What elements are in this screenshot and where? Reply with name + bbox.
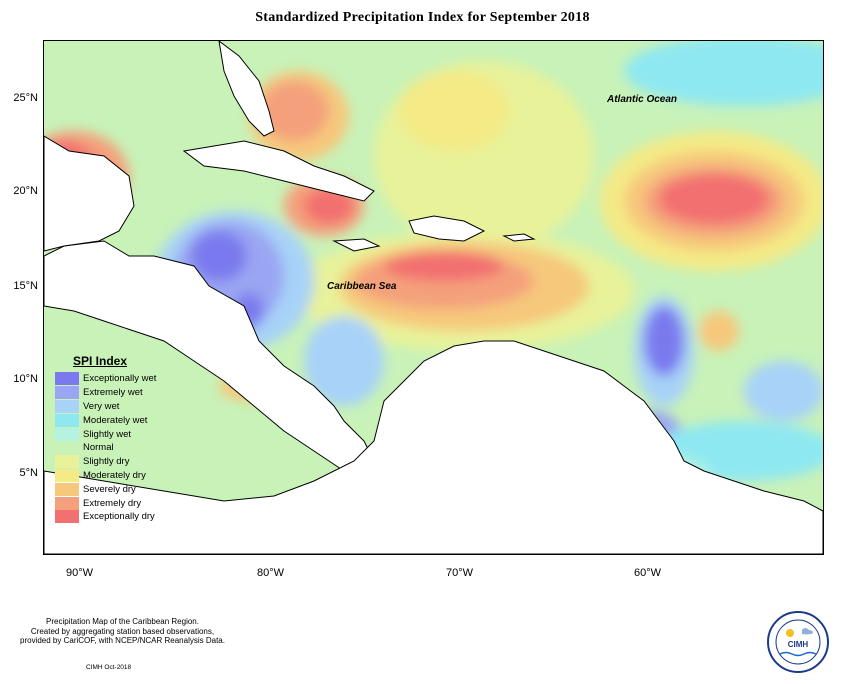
legend-item: Slightly wet bbox=[55, 427, 185, 441]
legend-item: Extremely dry bbox=[55, 496, 185, 510]
spi-map-canvas bbox=[44, 41, 823, 554]
legend-item: Severely dry bbox=[55, 482, 185, 496]
legend-item: Extremely wet bbox=[55, 386, 185, 400]
atlantic-ocean-label: Atlantic Ocean bbox=[607, 94, 678, 105]
footer-line-1: Precipitation Map of the Caribbean Regio… bbox=[46, 617, 199, 626]
legend-label: Slightly wet bbox=[83, 428, 132, 440]
legend-label: Severely dry bbox=[83, 483, 136, 495]
legend-swatch bbox=[55, 468, 79, 482]
legend-label: Exceptionally wet bbox=[83, 373, 157, 385]
legend-label: Extremely dry bbox=[83, 497, 142, 509]
legend-swatch bbox=[55, 427, 79, 441]
legend-swatch bbox=[55, 482, 79, 496]
legend-item: Moderately wet bbox=[55, 413, 185, 427]
footer-line-2: Created by aggregating station based obs… bbox=[30, 626, 215, 636]
legend-swatch bbox=[55, 413, 79, 427]
legend-swatch bbox=[55, 399, 79, 413]
caribbean-sea-label: Caribbean Sea bbox=[327, 281, 397, 292]
legend-label: Moderately dry bbox=[83, 469, 146, 481]
legend-item: Slightly dry bbox=[55, 455, 185, 469]
spi-map: Atlantic Ocean Caribbean Sea bbox=[43, 40, 824, 555]
sun-icon bbox=[786, 629, 794, 637]
legend-item: Exceptionally wet bbox=[55, 372, 185, 386]
legend-swatch bbox=[55, 386, 79, 400]
legend-label: Normal bbox=[83, 442, 114, 454]
legend-swatch bbox=[55, 372, 79, 386]
lon-tick-70: 70°W bbox=[446, 567, 474, 579]
lat-tick-15: 15°N bbox=[13, 280, 38, 292]
legend-label: Moderately wet bbox=[83, 414, 148, 426]
legend-label: Slightly dry bbox=[83, 456, 130, 468]
lon-tick-90: 90°W bbox=[66, 567, 94, 579]
legend-item: Normal bbox=[55, 441, 185, 455]
legend-title: SPI Index bbox=[73, 354, 128, 368]
spi-legend: SPI Index Exceptionally wet Extremely wet… bbox=[55, 354, 185, 524]
footer-line-3: provided by CariCOF, with NCEP/NCAR Rean… bbox=[20, 636, 225, 645]
cimh-logo: CIMH bbox=[767, 611, 829, 673]
legend-label: Exceptionally dry bbox=[83, 511, 155, 523]
lat-tick-10: 10°N bbox=[13, 373, 38, 385]
lon-tick-80: 80°W bbox=[257, 567, 285, 579]
legend-label: Extremely wet bbox=[83, 387, 143, 399]
logo-text: CIMH bbox=[788, 640, 809, 649]
legend-swatch bbox=[55, 510, 79, 524]
lat-tick-5: 5°N bbox=[19, 467, 38, 479]
legend-swatch bbox=[55, 441, 79, 455]
cloud-icon bbox=[802, 628, 813, 635]
lat-tick-20: 20°N bbox=[13, 185, 38, 197]
legend-item: Very wet bbox=[55, 399, 185, 414]
lon-tick-60: 60°W bbox=[634, 567, 662, 579]
legend-swatch bbox=[55, 455, 79, 469]
legend-swatch bbox=[55, 496, 79, 510]
map-title: Standardized Precipitation Index for Sep… bbox=[255, 10, 590, 25]
legend-item: Moderately dry bbox=[55, 468, 185, 483]
credit-text: CIMH Oct-2018 bbox=[86, 664, 132, 671]
wave-icon bbox=[779, 651, 817, 657]
legend-label: Very wet bbox=[83, 400, 120, 412]
map-description: Precipitation Map of the Caribbean Regio… bbox=[10, 617, 235, 646]
lat-tick-25: 25°N bbox=[13, 92, 38, 104]
legend-item: Exceptionally dry bbox=[55, 510, 185, 524]
